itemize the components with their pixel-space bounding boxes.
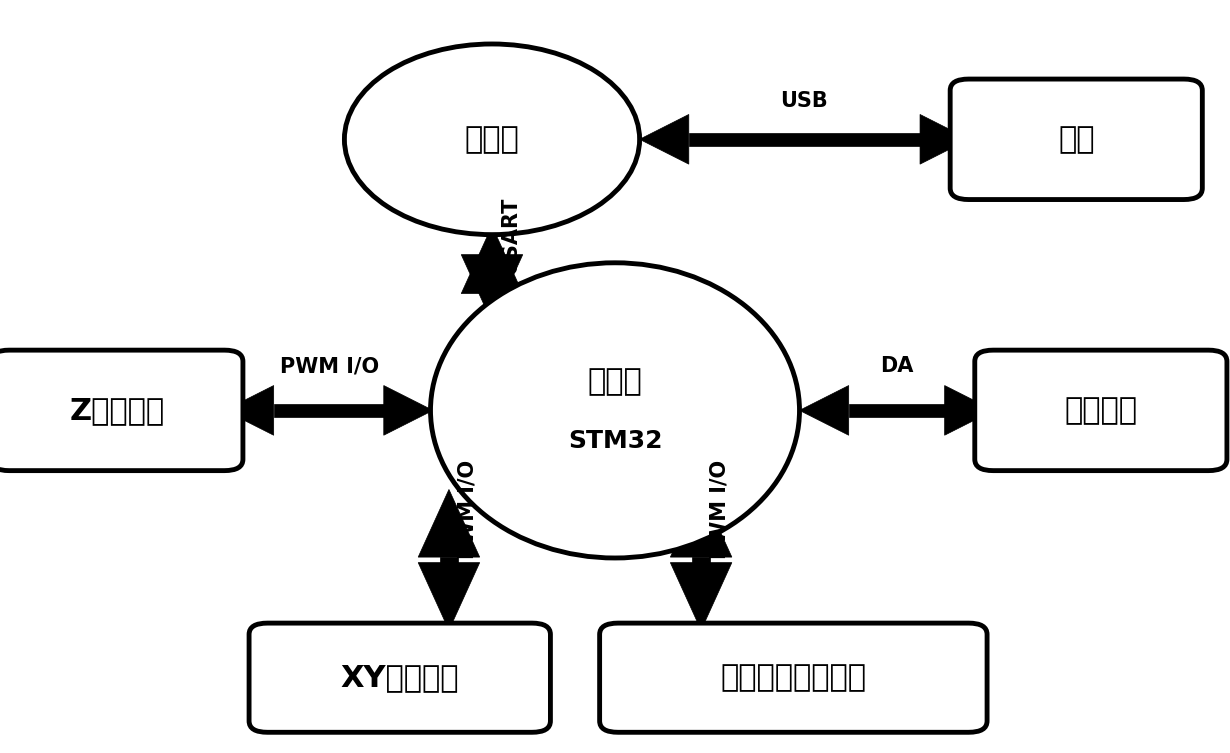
Polygon shape: [670, 489, 732, 557]
Text: USART: USART: [501, 197, 520, 274]
Polygon shape: [800, 386, 849, 435]
Polygon shape: [461, 255, 523, 322]
Polygon shape: [483, 255, 501, 294]
Polygon shape: [224, 386, 273, 435]
FancyBboxPatch shape: [600, 623, 986, 732]
Text: 相机: 相机: [1058, 125, 1095, 154]
Polygon shape: [418, 562, 480, 630]
Text: 下位机: 下位机: [588, 367, 642, 396]
Polygon shape: [670, 562, 732, 630]
Ellipse shape: [344, 44, 640, 235]
Text: 光源驱动: 光源驱动: [1064, 396, 1138, 425]
Text: 上位机: 上位机: [465, 125, 519, 154]
Ellipse shape: [430, 263, 800, 558]
Polygon shape: [461, 226, 523, 294]
Text: USB: USB: [781, 91, 828, 111]
FancyBboxPatch shape: [974, 350, 1226, 471]
Polygon shape: [920, 114, 969, 164]
Polygon shape: [384, 386, 433, 435]
FancyBboxPatch shape: [950, 79, 1202, 200]
Text: STM32: STM32: [568, 428, 662, 453]
Text: PWM I/O: PWM I/O: [710, 460, 729, 559]
Polygon shape: [640, 114, 689, 164]
Polygon shape: [692, 557, 710, 562]
Text: Z平台驱动: Z平台驱动: [69, 396, 165, 425]
Text: DA: DA: [879, 356, 914, 376]
FancyBboxPatch shape: [0, 350, 244, 471]
Polygon shape: [945, 386, 994, 435]
FancyBboxPatch shape: [248, 623, 550, 732]
Polygon shape: [849, 404, 945, 417]
Text: 半导体制冷器驱动: 半导体制冷器驱动: [721, 663, 866, 692]
Polygon shape: [689, 133, 920, 146]
Text: XY平台驱动: XY平台驱动: [341, 663, 459, 692]
Text: PWM I/O: PWM I/O: [458, 460, 477, 559]
Text: PWM I/O: PWM I/O: [280, 356, 379, 376]
Polygon shape: [440, 557, 458, 562]
Polygon shape: [273, 404, 384, 417]
Polygon shape: [418, 489, 480, 557]
